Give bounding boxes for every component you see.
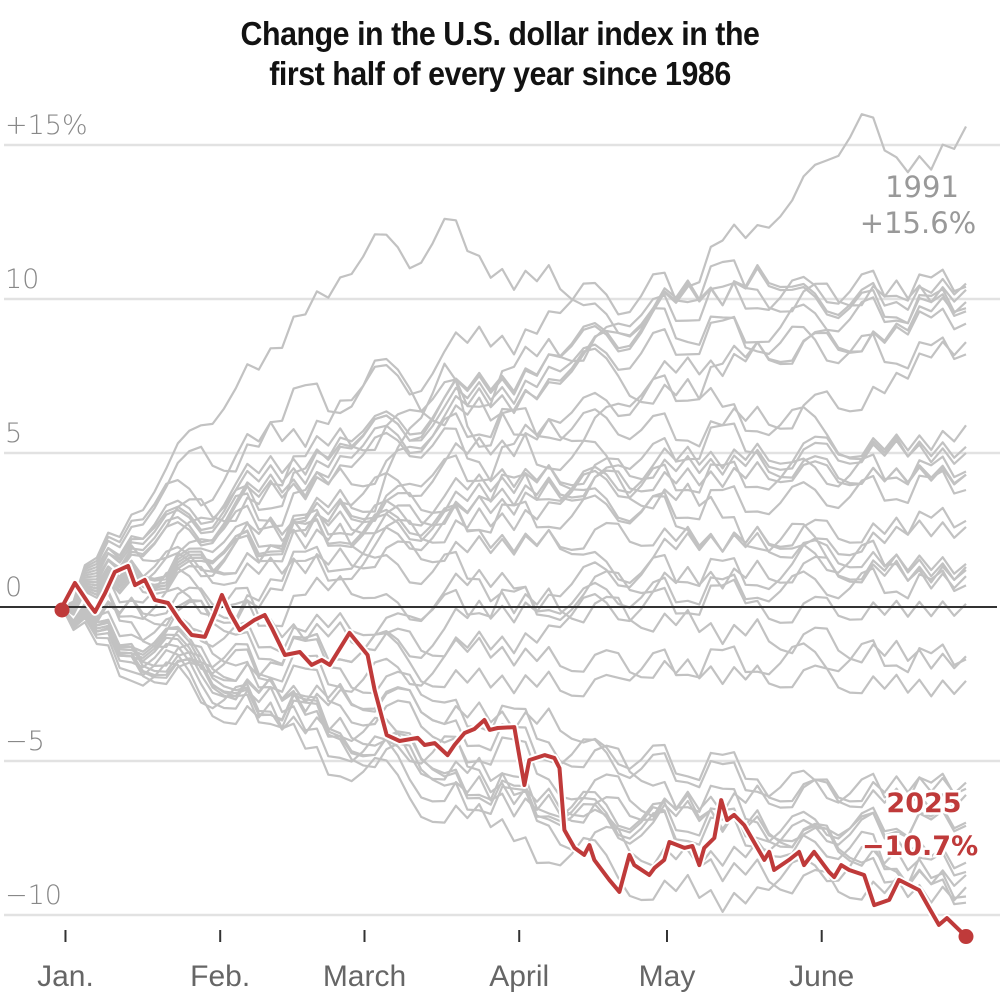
start-point-marker bbox=[54, 602, 70, 618]
series-line-1989 bbox=[61, 264, 967, 609]
x-tick-label: May bbox=[639, 960, 696, 993]
series-line-1991 bbox=[61, 113, 967, 613]
background-series bbox=[61, 113, 967, 913]
series-line-1993 bbox=[61, 492, 967, 670]
series-line-2022 bbox=[61, 307, 967, 614]
y-tick-label: −10 bbox=[5, 880, 62, 911]
chart-title: Change in the U.S. dollar index in the f… bbox=[40, 14, 960, 94]
annotations: 1991 +15.6% 2025 −10.7% bbox=[857, 168, 980, 865]
series-line-1988 bbox=[61, 340, 967, 621]
x-tick-label: Feb. bbox=[190, 960, 250, 993]
series-line-2001 bbox=[61, 268, 967, 610]
series-line-2020 bbox=[61, 362, 967, 614]
y-axis-labels: +15% 10 5 0 −5 −10 bbox=[5, 110, 88, 911]
annotation-2025-year: 2025 bbox=[886, 788, 961, 819]
annotation-1991-year: 1991 bbox=[885, 170, 959, 204]
series-line-2010 bbox=[61, 267, 967, 609]
series-line-2019 bbox=[61, 521, 967, 615]
y-tick-label: 5 bbox=[5, 418, 22, 449]
y-tick-label: 10 bbox=[5, 264, 39, 295]
series-line-2023 bbox=[61, 606, 967, 698]
series-line-1999 bbox=[61, 288, 967, 609]
series-line-2011 bbox=[61, 606, 967, 852]
x-tick-label: March bbox=[323, 960, 406, 993]
series-line-1992 bbox=[61, 427, 967, 610]
series-line-2009 bbox=[61, 357, 967, 609]
chart-title-line-2: first half of every year since 1986 bbox=[269, 55, 731, 92]
y-tick-label: 0 bbox=[5, 572, 22, 603]
x-axis: Jan. Feb. March April May June bbox=[37, 930, 854, 993]
series-line-2024 bbox=[61, 439, 967, 612]
series-line-2016 bbox=[61, 606, 967, 843]
x-tick-label: April bbox=[489, 960, 549, 993]
end-point-marker bbox=[958, 929, 974, 945]
x-tick-label: June bbox=[789, 960, 854, 993]
series-line-2017 bbox=[61, 606, 967, 904]
series-line-1995 bbox=[61, 606, 967, 913]
annotation-1991-value: +15.6% bbox=[860, 206, 976, 240]
series-line-2012 bbox=[61, 516, 967, 682]
highlight-series bbox=[54, 562, 974, 945]
series-line-1990 bbox=[61, 568, 967, 628]
annotation-2025-value: −10.7% bbox=[862, 831, 978, 862]
series-line-2018 bbox=[61, 553, 967, 713]
x-tick-label: Jan. bbox=[37, 960, 94, 993]
series-line-2014 bbox=[61, 567, 967, 654]
y-tick-label: −5 bbox=[5, 726, 45, 757]
y-tick-label: +15% bbox=[5, 110, 88, 141]
series-line-2008 bbox=[61, 606, 967, 824]
chart-title-line-1: Change in the U.S. dollar index in the bbox=[240, 15, 760, 52]
series-line-2015 bbox=[61, 217, 967, 608]
series-line-2013 bbox=[61, 460, 967, 616]
series-line-1997 bbox=[61, 259, 967, 609]
series-line-2025 bbox=[60, 564, 968, 939]
